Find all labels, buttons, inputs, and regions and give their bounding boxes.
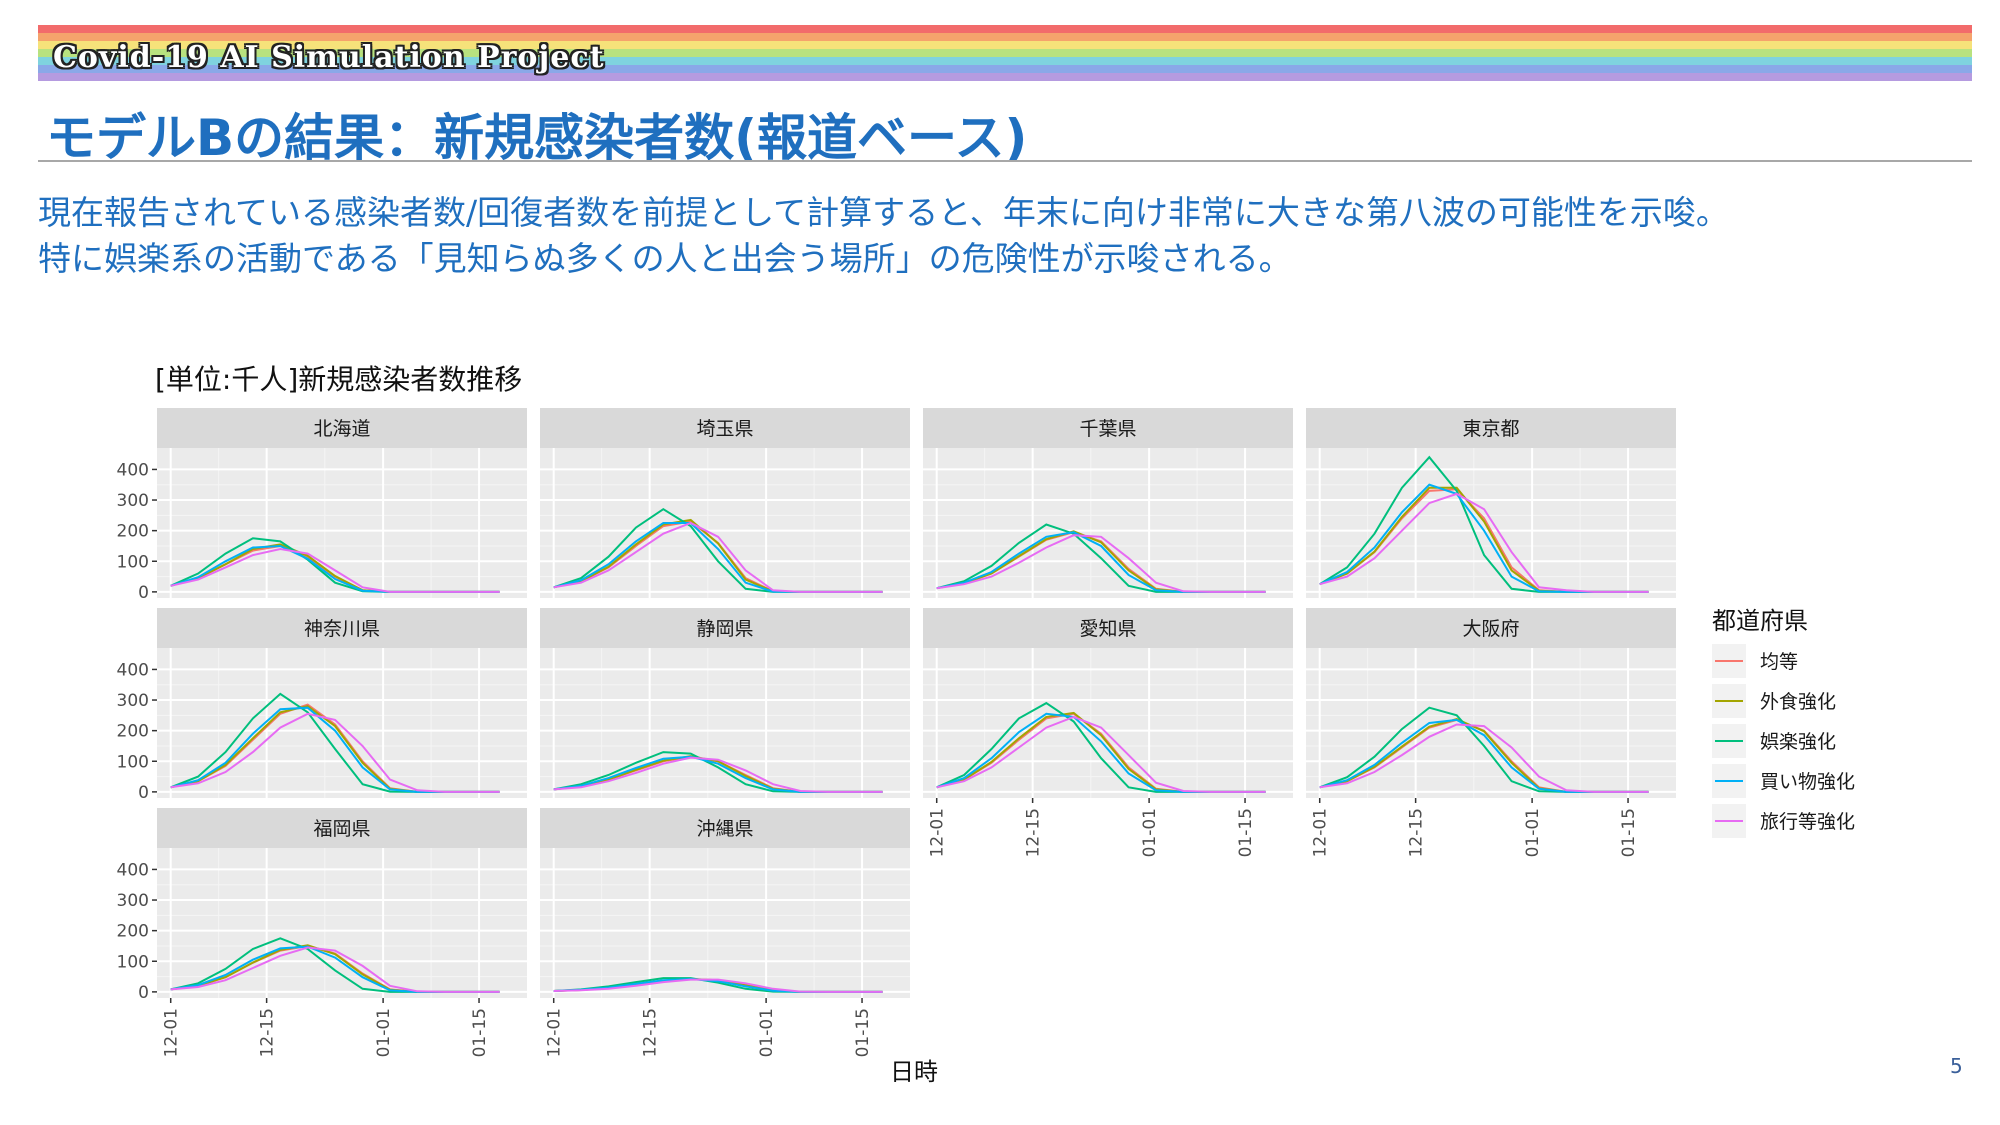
legend-item-label: 外食強化 xyxy=(1760,691,1836,713)
facet-strip xyxy=(1306,608,1676,648)
panel-background xyxy=(157,648,527,798)
y-tick-label: 0 xyxy=(138,983,149,1003)
banner-title: Covid-19 AI Simulation Project xyxy=(53,40,605,75)
x-tick-label: 12-01 xyxy=(928,808,948,857)
facet-strip-label: 東京都 xyxy=(1462,418,1519,440)
lead-line-2: 特に娯楽系の活動である「見知らぬ多くの人と出会う場所」の危険性が示唆される。 xyxy=(38,239,1292,278)
y-tick-label: 400 xyxy=(117,860,149,880)
banner-stripe-2 xyxy=(38,33,1972,41)
series-line xyxy=(553,521,883,593)
x-tick-label: 12-01 xyxy=(1311,808,1331,857)
panel-background xyxy=(923,648,1293,798)
legend-title: 都道府県 xyxy=(1712,607,1808,635)
chart-title: [単位:千人]新規感染者数推移 xyxy=(155,363,523,396)
y-tick-label: 100 xyxy=(117,752,149,772)
facet-strip xyxy=(923,408,1293,448)
series-line xyxy=(1319,723,1649,793)
facet-strip-label: 千葉県 xyxy=(1079,418,1136,440)
x-tick-label: 12-15 xyxy=(258,1008,278,1057)
x-tick-label: 01-15 xyxy=(853,1008,873,1057)
lead-line-1: 現在報告されている感染者数/回復者数を前提として計算すると、年末に向け非常に大き… xyxy=(38,193,1729,232)
facet-strip xyxy=(540,808,910,848)
x-tick-label: 12-01 xyxy=(162,1008,182,1057)
y-tick-label: 0 xyxy=(138,783,149,803)
panel-background xyxy=(1306,448,1676,598)
facet-strip-label: 大阪府 xyxy=(1462,618,1519,640)
facet-strip-label: 埼玉県 xyxy=(696,418,753,440)
y-tick-label: 300 xyxy=(117,691,149,711)
x-tick-label: 01-15 xyxy=(1236,808,1256,857)
y-tick-label: 100 xyxy=(117,952,149,972)
x-tick-label: 01-01 xyxy=(1523,808,1543,857)
rainbow-banner xyxy=(38,25,1972,89)
legend-item-label: 娯楽強化 xyxy=(1760,731,1836,753)
legend-item-label: 均等 xyxy=(1760,651,1798,673)
y-tick-label: 400 xyxy=(117,660,149,680)
y-tick-label: 200 xyxy=(117,922,149,942)
facet-strip-label: 静岡県 xyxy=(696,618,753,640)
facet-strip xyxy=(157,608,527,648)
y-tick-label: 400 xyxy=(117,460,149,480)
series-line xyxy=(936,534,1266,593)
y-tick-label: 200 xyxy=(117,522,149,542)
x-tick-label: 12-15 xyxy=(1407,808,1427,857)
facet-strip-label: 北海道 xyxy=(313,418,370,440)
banner-stripe-7 xyxy=(38,73,1972,81)
banner-stripe-6 xyxy=(38,65,1972,73)
facet-strip-label: 愛知県 xyxy=(1079,618,1136,640)
x-tick-label: 01-01 xyxy=(1140,808,1160,857)
x-tick-label: 01-15 xyxy=(1619,808,1639,857)
y-tick-label: 0 xyxy=(138,583,149,603)
x-tick-label: 01-01 xyxy=(374,1008,394,1057)
series-line xyxy=(1319,492,1649,593)
y-tick-label: 200 xyxy=(117,722,149,742)
panel-background xyxy=(540,648,910,798)
y-tick-label: 300 xyxy=(117,491,149,511)
title-divider xyxy=(38,160,1972,162)
legend-item-label: 買い物強化 xyxy=(1760,771,1855,793)
facet-strip-label: 神奈川県 xyxy=(304,618,380,640)
series-line xyxy=(936,715,1266,793)
facet-strip-label: 沖縄県 xyxy=(696,818,753,840)
panel-background xyxy=(1306,648,1676,798)
facet-strip xyxy=(1306,408,1676,448)
series-line xyxy=(170,946,500,993)
facet-strip xyxy=(157,808,527,848)
facet-strip xyxy=(923,608,1293,648)
series-line xyxy=(170,547,500,593)
y-tick-label: 100 xyxy=(117,552,149,572)
series-line xyxy=(553,756,883,793)
facet-strip xyxy=(540,608,910,648)
x-tick-label: 01-15 xyxy=(470,1008,490,1057)
banner-stripe-1 xyxy=(38,25,1972,33)
x-tick-label: 12-15 xyxy=(641,1008,661,1057)
x-tick-label: 01-01 xyxy=(757,1008,777,1057)
series-line xyxy=(553,978,883,993)
panel-background xyxy=(923,448,1293,598)
panel-background xyxy=(540,848,910,998)
series-line xyxy=(170,712,500,793)
banner-stripe-4 xyxy=(38,49,1972,57)
lead-text: 現在報告されている感染者数/回復者数を前提として計算すると、年末に向け非常に大き… xyxy=(38,190,1729,282)
banner-stripe-5 xyxy=(38,57,1972,65)
facet-strip xyxy=(157,408,527,448)
facet-strip xyxy=(540,408,910,448)
legend-item-label: 旅行等強化 xyxy=(1760,811,1855,833)
x-tick-label: 12-15 xyxy=(1024,808,1044,857)
facet-strip-label: 福岡県 xyxy=(313,818,370,840)
page-number: 5 xyxy=(1950,1054,1963,1078)
banner-stripe-3 xyxy=(38,41,1972,49)
x-axis-title: 日時 xyxy=(890,1058,938,1086)
slide-title: モデルBの結果：新規感染者数(報道ベース) xyxy=(46,109,1028,167)
x-tick-label: 12-01 xyxy=(545,1008,565,1057)
y-tick-label: 300 xyxy=(117,891,149,911)
